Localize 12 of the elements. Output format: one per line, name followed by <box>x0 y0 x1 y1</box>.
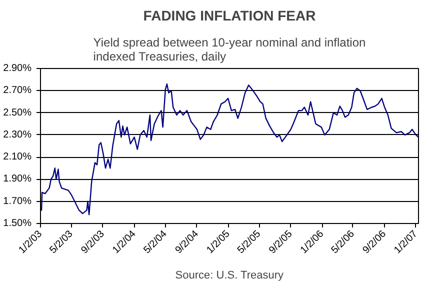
y-tick-label: 1.70% <box>3 196 32 207</box>
y-tick-label: 1.90% <box>3 174 32 185</box>
y-tick-label: 1.50% <box>3 218 32 229</box>
y-tick-label: 2.30% <box>3 129 32 140</box>
chart-subtitle: Yield spread between 10-year nominal and inflation indexed Treasuries, daily <box>93 36 366 64</box>
y-tick-label: 2.70% <box>3 85 32 96</box>
line-series <box>40 83 418 216</box>
y-tick-label: 2.50% <box>3 107 32 118</box>
chart-title: FADING INFLATION FEAR <box>143 8 316 24</box>
y-tick-label: 2.10% <box>3 152 32 163</box>
y-tick-label: 2.90% <box>3 63 32 74</box>
source-note: Source: U.S. Treasury <box>175 270 284 282</box>
